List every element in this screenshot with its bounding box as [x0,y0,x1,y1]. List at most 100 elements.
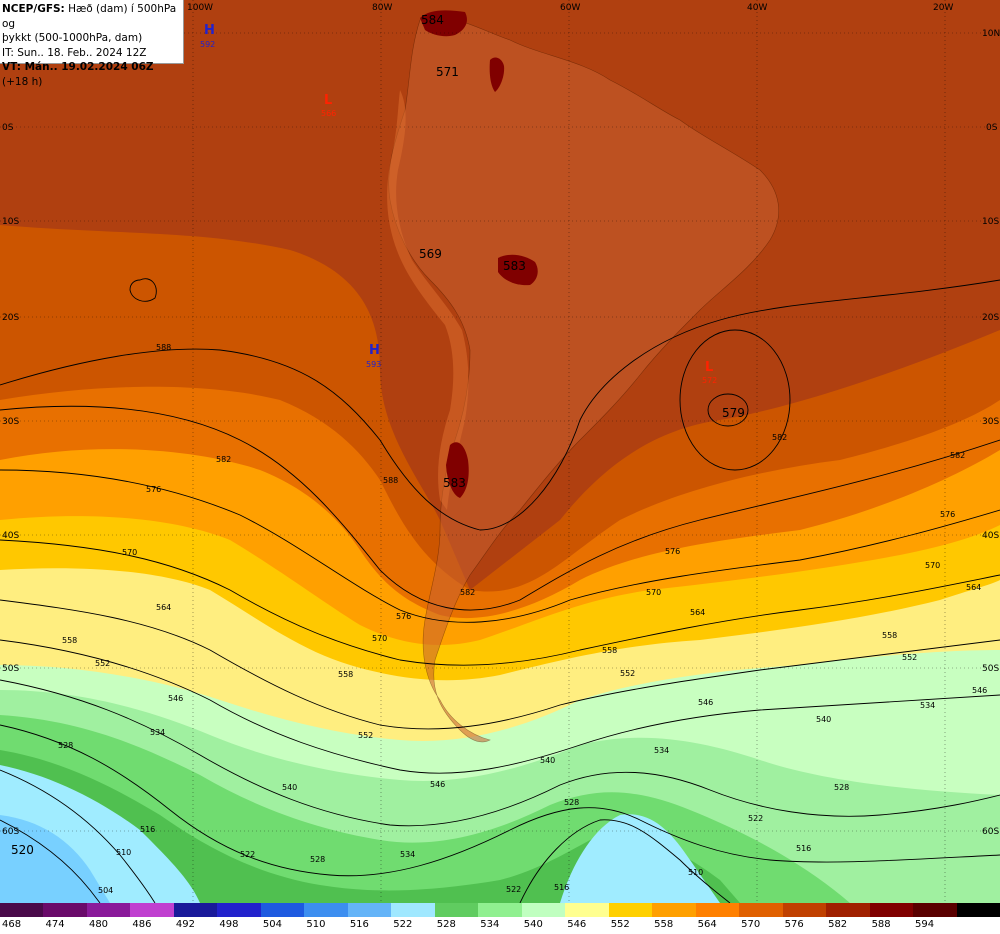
legend-swatch [565,903,609,917]
svg-text:540: 540 [540,756,555,765]
svg-text:20S: 20S [2,313,19,323]
svg-text:546: 546 [698,698,713,707]
svg-text:576: 576 [940,510,955,519]
svg-text:570: 570 [925,561,940,570]
legend-label: 594 [915,919,935,930]
svg-text:593: 593 [366,360,381,369]
svg-text:558: 558 [338,670,353,679]
svg-text:540: 540 [282,783,297,792]
svg-text:504: 504 [98,886,113,895]
svg-text:552: 552 [902,653,917,662]
svg-text:520: 520 [11,843,34,857]
svg-text:60S: 60S [2,827,19,837]
svg-text:570: 570 [372,634,387,643]
svg-text:516: 516 [140,825,155,834]
legend-label: 504 [262,919,282,930]
svg-text:588: 588 [383,476,398,485]
svg-text:H: H [204,23,215,38]
lon-labels: 100W 80W 60W 40W 20W [187,3,953,13]
legend-swatch [130,903,174,917]
info-line-1: NCEP/GFS: Hæð (dam) í 500hPa og [2,3,177,30]
svg-text:534: 534 [654,746,669,755]
legend-label: 528 [436,919,456,930]
svg-text:10S: 10S [982,217,999,227]
legend-swatch [86,903,131,917]
svg-text:516: 516 [796,844,811,853]
svg-text:569: 569 [419,247,442,261]
south-america [387,16,780,743]
svg-text:522: 522 [748,814,763,823]
info-line-3: IT: Sun.. 18. Feb.. 2024 12Z [2,46,147,59]
pressure-center-l-2: L 572 [702,360,717,385]
legend-label: 582 [828,919,848,930]
legend-label: 540 [523,919,543,930]
svg-text:H: H [369,343,380,358]
map-canvas: 100W 80W 60W 40W 20W 10N 0S 10S 20S 30S … [0,0,1000,903]
svg-text:50S: 50S [2,664,19,674]
svg-text:L: L [705,360,713,375]
lat-labels-left: 0S 10S 20S 30S 40S 50S 60S [2,123,19,837]
legend-label: 570 [741,919,761,930]
svg-text:558: 558 [882,631,897,640]
svg-text:20W: 20W [933,3,953,13]
legend-label: 576 [784,919,804,930]
color-legend: 468 474 480 486 492 498 504 510 516 522 528 534 540 5… [0,903,1000,934]
legend-label: 486 [132,919,152,930]
svg-text:546: 546 [430,780,445,789]
legend-labels: 468 474 480 486 492 498 504 510 516 522 528 534 540 5… [0,918,1000,934]
svg-text:564: 564 [690,608,705,617]
svg-text:10S: 10S [2,217,19,227]
svg-text:528: 528 [310,855,325,864]
svg-text:510: 510 [688,868,703,877]
svg-text:60W: 60W [560,3,580,13]
svg-text:579: 579 [722,406,745,420]
legend-swatch [0,903,44,917]
legend-label: 480 [88,919,109,930]
high-terrain-andes-north [420,10,467,37]
svg-text:30S: 30S [2,417,19,427]
legend-swatch [391,903,435,917]
svg-text:570: 570 [122,548,137,557]
svg-text:0S: 0S [2,123,14,133]
svg-text:100W: 100W [187,3,213,13]
pressure-center-h-1: H 592 [200,23,215,49]
legend-label: 522 [393,919,413,930]
legend-label: 534 [480,919,500,930]
legend-swatch [347,903,392,917]
svg-text:584: 584 [421,13,444,27]
svg-text:583: 583 [443,476,466,490]
legend-label: 546 [567,919,587,930]
pressure-center-h-2: H 593 [366,343,381,369]
svg-text:592: 592 [200,40,215,49]
high-terrain-bolivia [498,254,538,286]
info-line-4: VT: Mán.. 19.02.2024 06Z (+18 h) [2,61,154,88]
legend-label: 498 [219,919,239,930]
svg-text:582: 582 [216,455,231,464]
legend-swatch [478,903,522,917]
chart-info-box: NCEP/GFS: Hæð (dam) í 500hPa og þykkt (5… [0,0,184,88]
svg-text:522: 522 [240,850,255,859]
svg-text:528: 528 [564,798,579,807]
legend-swatch [173,903,218,917]
legend-label: 588 [871,919,891,930]
legend-swatch [826,903,870,917]
graticule [0,0,1000,903]
legend-swatch [304,903,348,917]
svg-text:540: 540 [816,715,831,724]
svg-text:564: 564 [156,603,171,612]
svg-text:528: 528 [834,783,849,792]
svg-text:534: 534 [400,850,415,859]
svg-text:566: 566 [321,109,336,118]
svg-text:582: 582 [772,433,787,442]
field-band-546-patch [890,685,1000,770]
svg-text:582: 582 [950,451,965,460]
legend-label: 510 [306,919,326,930]
info-line-2: þykkt (500-1000hPa, dam) [2,32,143,44]
svg-text:534: 534 [920,701,935,710]
svg-text:552: 552 [95,659,110,668]
high-terrain-chile [446,442,469,498]
legend-label: 516 [349,919,369,930]
svg-text:0S: 0S [986,123,998,133]
svg-text:571: 571 [436,65,459,79]
svg-text:546: 546 [972,686,987,695]
